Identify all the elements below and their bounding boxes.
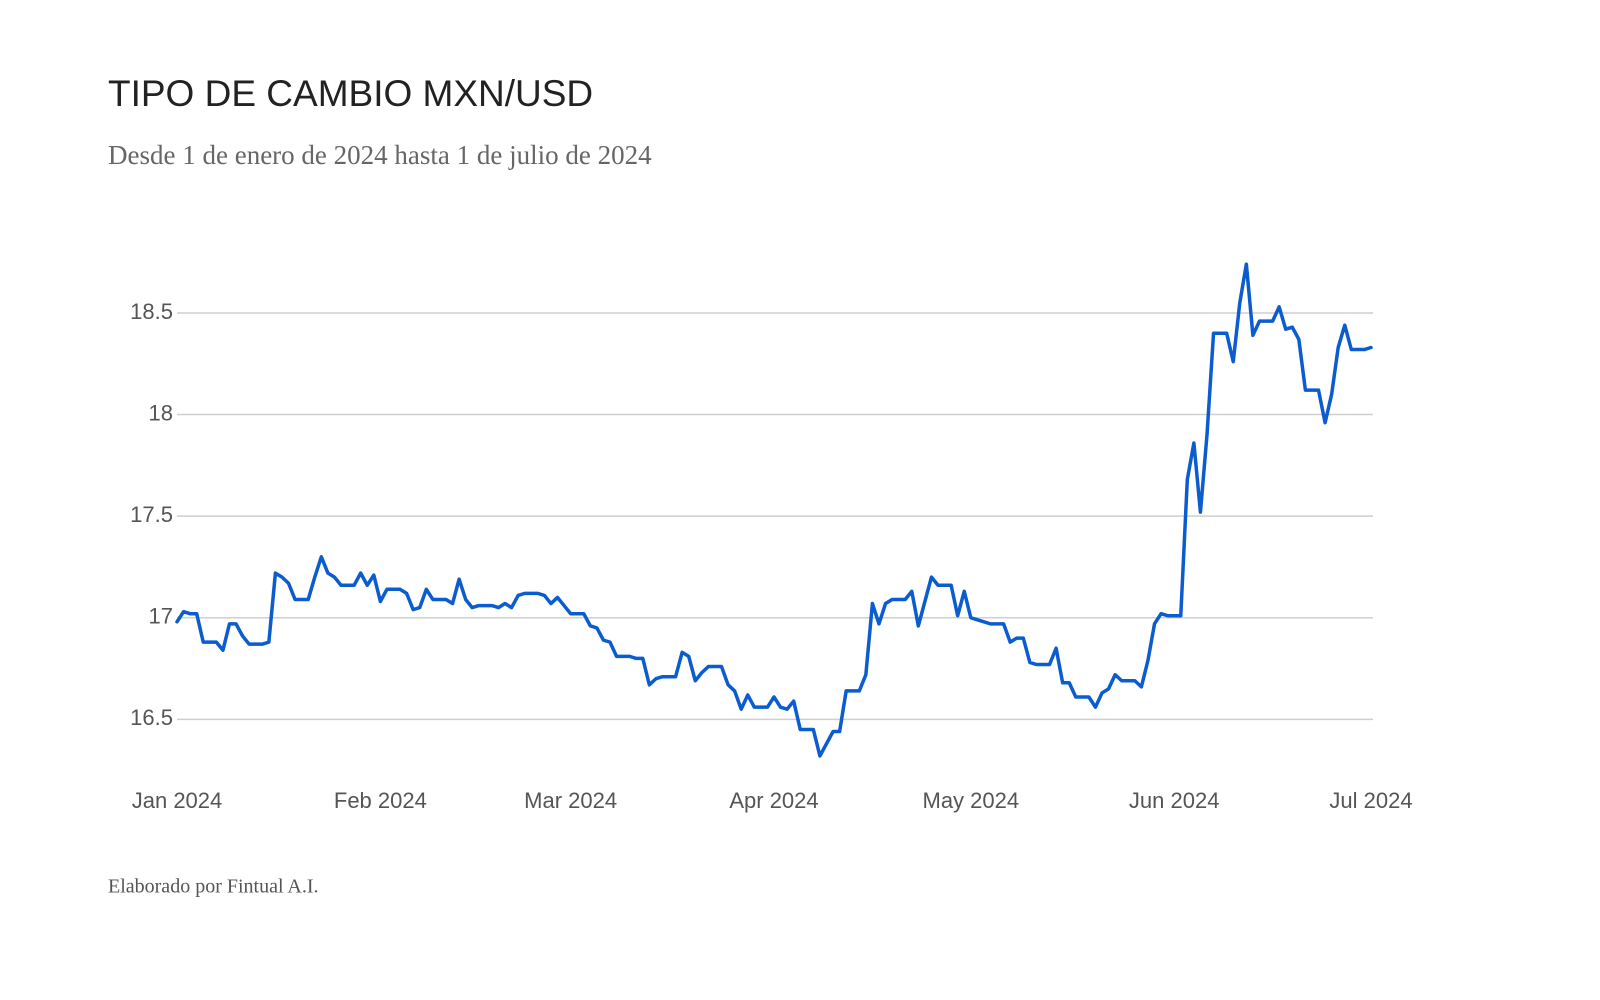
- y-tick-label: 17.5: [130, 502, 173, 527]
- x-tick-label: Apr 2024: [729, 788, 818, 813]
- x-tick-label: Jul 2024: [1329, 788, 1412, 813]
- x-tick-label: Jan 2024: [132, 788, 223, 813]
- chart-title: TIPO DE CAMBIO MXN/USD: [108, 73, 593, 114]
- footer: Elaborado por Fintual A.I.: [108, 876, 319, 898]
- y-tick-label: 17: [149, 604, 173, 629]
- x-tick-label: May 2024: [923, 788, 1020, 813]
- line: [175, 262, 1373, 758]
- x-tick-label: Feb 2024: [334, 788, 427, 813]
- x-tick-label: Mar 2024: [524, 788, 617, 813]
- y-tick-label: 18.5: [130, 299, 173, 324]
- y-tick-label: 18: [149, 400, 173, 425]
- y-tick-label: 16.5: [130, 705, 173, 730]
- x-tick-label: Jun 2024: [1129, 788, 1220, 813]
- chart-subtitle: Desde 1 de enero de 2024 hasta 1 de juli…: [108, 140, 652, 170]
